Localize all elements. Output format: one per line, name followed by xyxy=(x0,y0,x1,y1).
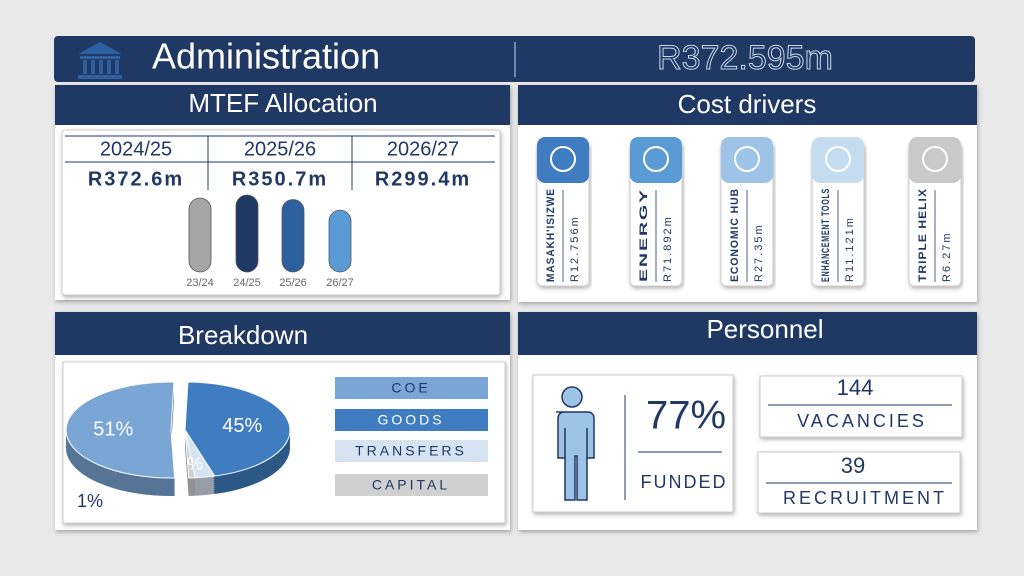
driver-name: TRIPLE HELIX xyxy=(917,188,929,282)
legend-swatch xyxy=(335,440,488,462)
pill-label: 23/24 xyxy=(186,277,214,289)
legend-label: CAPITAL xyxy=(372,477,450,493)
driver-icon xyxy=(812,137,864,183)
driver-icon-glyph xyxy=(734,146,760,172)
pie-label: 45% xyxy=(222,415,262,437)
panel-title: Personnel xyxy=(706,314,823,344)
driver-amount: R11.121m xyxy=(844,216,856,282)
pie-label: 51% xyxy=(93,418,133,440)
bank-icon xyxy=(78,42,122,79)
inner-box xyxy=(61,129,501,296)
driver-icon-glyph xyxy=(922,146,948,172)
driver-name: ECONOMIC HUB xyxy=(729,188,741,282)
driver-name: ENERGY xyxy=(638,188,650,282)
amount: R372.6m xyxy=(88,168,184,190)
total: R372.595m xyxy=(657,39,833,77)
legend-label: COE xyxy=(391,380,430,396)
funded-label: FUNDED xyxy=(641,472,728,492)
legend-swatch xyxy=(335,474,488,496)
driver-icon xyxy=(630,137,682,183)
driver-amount: R6.27m xyxy=(941,231,953,282)
driver-icon-glyph xyxy=(643,146,669,172)
panel-title: Breakdown xyxy=(178,320,308,350)
vacancies-box xyxy=(759,375,963,438)
pie-slice xyxy=(184,429,196,479)
vacancies-label: VACANCIES xyxy=(797,411,927,431)
pie-label: 3% xyxy=(177,454,203,474)
panel-header xyxy=(55,312,510,355)
legend-label: GOODS xyxy=(377,412,444,428)
pill xyxy=(328,209,352,273)
pill-label: 25/26 xyxy=(279,277,307,289)
legend-swatch xyxy=(335,377,488,399)
recruitment-label: RECRUITMENT xyxy=(783,488,947,508)
driver-icon-glyph xyxy=(550,146,576,172)
driver-name: MASAKH'ISIZWE xyxy=(545,188,557,282)
driver-amount: R12.756m xyxy=(569,215,581,282)
amount: R299.4m xyxy=(375,168,471,190)
vacancies: 144 xyxy=(837,375,874,400)
pill xyxy=(281,199,305,273)
pie-label: 1% xyxy=(77,491,103,511)
recruitment: 39 xyxy=(841,453,865,478)
title: Administration xyxy=(152,36,380,77)
panel-title: MTEF Allocation xyxy=(188,88,377,118)
panel-header xyxy=(518,85,977,125)
legend-swatch xyxy=(335,409,488,431)
pill xyxy=(188,197,212,273)
year: 2024/25 xyxy=(100,138,172,160)
pill xyxy=(235,194,259,273)
driver-amount: R27.35m xyxy=(753,223,765,282)
driver-amount: R71.892m xyxy=(662,215,674,282)
panel-header xyxy=(518,312,977,355)
pie-slice xyxy=(184,381,291,477)
legend-label: TRANSFERS xyxy=(355,443,467,459)
driver-icon xyxy=(537,137,589,183)
panel-header xyxy=(55,85,510,125)
pill-label: 24/25 xyxy=(233,277,261,289)
amount: R350.7m xyxy=(232,168,328,190)
pill-label: 26/27 xyxy=(326,277,354,289)
funded-pct: 77% xyxy=(646,394,726,438)
driver-icon-glyph xyxy=(825,146,851,172)
driver-name: ENHANCEMENT TOOLS xyxy=(820,188,832,282)
year: 2025/26 xyxy=(244,138,316,160)
driver-icon xyxy=(721,137,773,183)
pie-slice xyxy=(65,381,176,479)
panel-title: Cost drivers xyxy=(678,89,817,119)
person-icon xyxy=(556,386,595,501)
driver-icon xyxy=(909,137,961,183)
year: 2026/27 xyxy=(387,138,459,160)
